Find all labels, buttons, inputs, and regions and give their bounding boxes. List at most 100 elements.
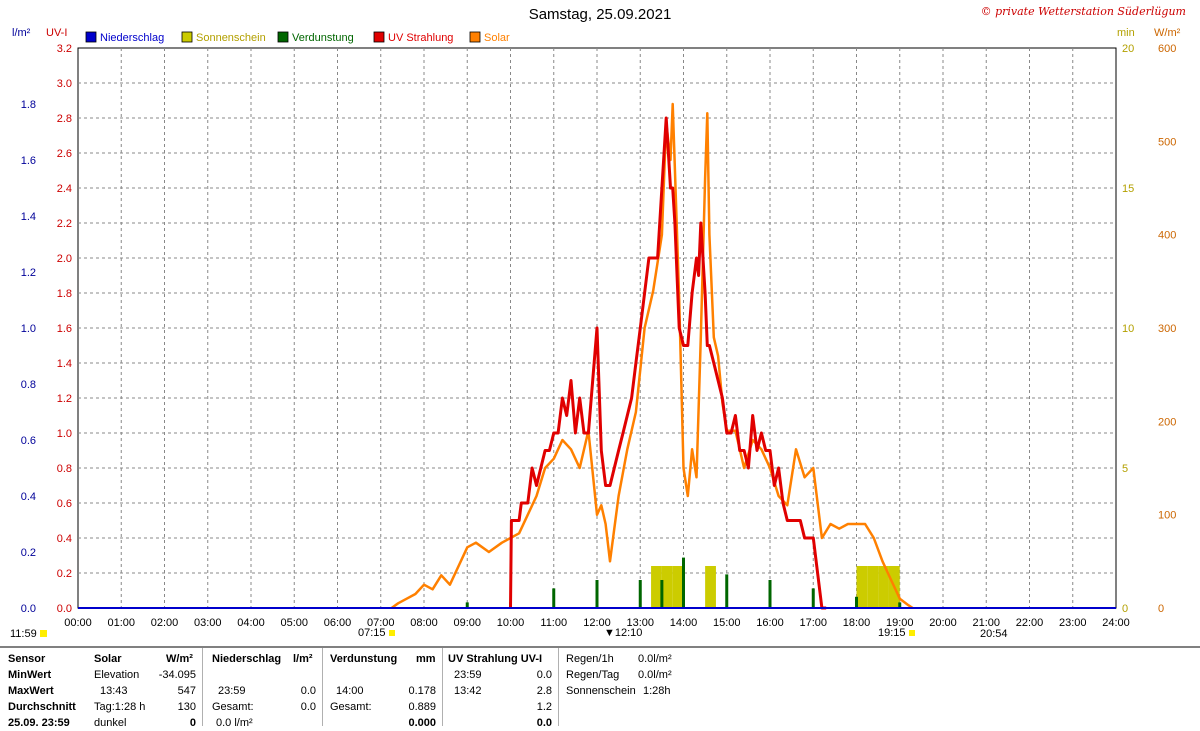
solar-avg-value: 130 xyxy=(177,701,196,713)
rain-unit: l/m² xyxy=(293,653,313,665)
rain-title: Niederschlag xyxy=(212,653,282,665)
sunshine-bar xyxy=(878,566,889,608)
rain-now-value: 0.0 l/m² xyxy=(216,717,253,729)
solar-tick-label: 400 xyxy=(1158,230,1176,242)
regen-day-value: 0.0l/m² xyxy=(638,669,672,681)
table-divider xyxy=(202,648,203,726)
legend-swatch xyxy=(469,31,481,43)
legend-swatch xyxy=(373,31,385,43)
evaporation-bar xyxy=(660,580,664,608)
rain-gesamt-value: 0.0 xyxy=(300,701,316,713)
legend-swatch xyxy=(277,31,289,43)
solar-now-value: 0 xyxy=(189,717,196,729)
solar-tick-label: 200 xyxy=(1158,416,1176,428)
x-tick-label: 02:00 xyxy=(151,617,179,629)
sunshine-tick-label: 0 xyxy=(1122,603,1128,615)
regen-hour-value: 0.0l/m² xyxy=(638,653,672,665)
sunshine-tick-label: 20 xyxy=(1122,43,1134,55)
rain-max-value: 0.0 xyxy=(300,685,316,697)
uv-tick-label: 1.6 xyxy=(57,323,72,335)
x-tick-label: 04:00 xyxy=(237,617,265,629)
evaporation-bar xyxy=(682,557,685,608)
uv-max-value: 2.8 xyxy=(536,685,552,697)
uv-tick-label: 2.4 xyxy=(57,183,72,195)
table-divider xyxy=(558,648,559,726)
rain-tick-label: 1.6 xyxy=(21,155,36,167)
copyright-text: © private Wetterstation Süderlügum xyxy=(980,5,1186,18)
row-label-max: MaxWert xyxy=(8,685,54,697)
legend-label: Sonnenschein xyxy=(196,32,266,44)
uv-min-time: 23:59 xyxy=(454,669,482,681)
evap-gesamt-value: 0.889 xyxy=(408,701,436,713)
series-line-uv-strahlung xyxy=(509,116,827,610)
uv-tick-label: 1.4 xyxy=(57,358,72,370)
x-tick-label: 14:00 xyxy=(670,617,698,629)
row-label-min: MinWert xyxy=(8,669,52,681)
solar-tick-label: 100 xyxy=(1158,510,1176,522)
x-tick-label: 17:00 xyxy=(799,617,827,629)
uv-tick-label: 1.2 xyxy=(57,393,72,405)
evap-title: Verdunstung xyxy=(330,653,398,665)
sunshine-value: 1:28h xyxy=(643,685,671,697)
evap-max-value: 0.178 xyxy=(408,685,436,697)
marker-sunrise: 07:15 xyxy=(358,627,386,639)
marker-sunset-dot xyxy=(909,630,915,636)
rain-tick-label: 0.8 xyxy=(21,379,36,391)
legend-swatch xyxy=(181,31,193,43)
evaporation-bar xyxy=(552,588,556,608)
x-tick-label: 18:00 xyxy=(843,617,871,629)
uv-tick-label: 0.2 xyxy=(57,568,72,580)
legend-label: UV Strahlung xyxy=(388,32,453,44)
evap-now-value: 0.000 xyxy=(408,717,436,729)
x-tick-label: 12:00 xyxy=(583,617,611,629)
rain-tick-label: 0.4 xyxy=(21,491,36,503)
solar-tick-label: 600 xyxy=(1158,43,1176,55)
uv-avg-value: 1.2 xyxy=(536,701,552,713)
sunshine-bar xyxy=(705,566,716,608)
marker-sunset: 19:15 xyxy=(878,627,906,639)
rain-tick-label: 0.0 xyxy=(21,603,36,615)
sunshine-bar xyxy=(661,566,673,608)
x-tick-label: 10:00 xyxy=(497,617,525,629)
evaporation-bar xyxy=(811,588,815,608)
uv-axis-unit: UV-I xyxy=(46,27,67,39)
solar-tick-label: 500 xyxy=(1158,136,1176,148)
x-tick-label: 23:00 xyxy=(1059,617,1087,629)
legend-label: Solar xyxy=(484,32,510,44)
legend-swatch xyxy=(85,31,97,43)
uv-tick-label: 1.0 xyxy=(57,428,72,440)
solar-axis-unit: W/m² xyxy=(1154,27,1181,39)
uv-tick-label: 2.0 xyxy=(57,253,72,265)
solar-tick-label: 0 xyxy=(1158,603,1164,615)
sunshine-bar xyxy=(672,566,684,608)
x-tick-label: 00:00 xyxy=(64,617,92,629)
sunshine-axis-unit: min xyxy=(1117,27,1135,39)
table-divider xyxy=(322,648,323,726)
evaporation-bar xyxy=(638,580,642,608)
solar-unit: W/m² xyxy=(166,653,193,665)
uv-max-time: 13:42 xyxy=(454,685,482,697)
evap-gesamt-label: Gesamt: xyxy=(330,701,372,713)
uv-tick-label: 3.0 xyxy=(57,78,72,90)
rain-tick-label: 1.0 xyxy=(21,323,36,335)
rain-tick-label: 0.2 xyxy=(21,547,36,559)
solar-now-label: dunkel xyxy=(94,717,127,729)
uv-tick-label: 2.6 xyxy=(57,148,72,160)
uv-tick-label: 0.8 xyxy=(57,463,72,475)
solar-max-value: 547 xyxy=(177,685,196,697)
regen-hour-label: Regen/1h xyxy=(566,653,614,665)
rain-tick-label: 1.8 xyxy=(21,99,36,111)
rain-tick-label: 1.4 xyxy=(21,211,36,223)
uv-now-value: 0.0 xyxy=(536,717,552,729)
marker-sunrise-dot xyxy=(389,630,395,636)
row-label-sensor: Sensor xyxy=(8,653,46,665)
evaporation-bar xyxy=(768,580,772,608)
x-tick-label: 01:00 xyxy=(107,617,135,629)
x-tick-label: 24:00 xyxy=(1102,617,1130,629)
evaporation-bar xyxy=(898,602,902,608)
x-tick-label: 05:00 xyxy=(280,617,308,629)
solar-title: Solar xyxy=(94,653,122,665)
rain-axis-unit: l/m² xyxy=(12,27,31,39)
x-tick-label: 06:00 xyxy=(324,617,352,629)
